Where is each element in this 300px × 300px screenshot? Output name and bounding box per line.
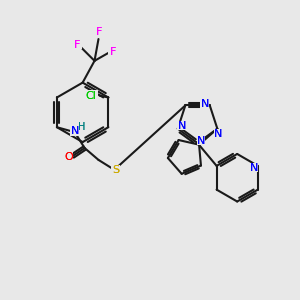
Bar [214,129,223,138]
Text: N: N [178,121,186,131]
Bar [111,165,120,174]
Text: N: N [70,126,79,136]
Text: F: F [96,27,103,37]
Text: N: N [201,99,209,110]
Text: H: H [78,122,85,132]
Text: N: N [197,136,205,146]
Bar [177,121,186,130]
Bar [108,47,118,56]
Text: N: N [201,99,209,110]
Text: H: H [78,122,85,132]
Bar [70,127,79,136]
Bar [72,40,82,50]
Text: N: N [70,126,79,136]
Bar [64,152,73,161]
Text: F: F [110,47,116,57]
Bar [82,90,98,101]
Text: O: O [64,152,73,162]
Text: Cl: Cl [85,91,96,100]
Text: N: N [214,129,223,139]
Text: F: F [74,40,80,50]
Text: F: F [96,27,103,37]
Bar [200,100,209,109]
Text: N: N [178,121,186,131]
Text: Cl: Cl [85,91,96,100]
Bar [249,164,258,172]
Text: F: F [110,47,116,57]
Text: S: S [112,165,119,175]
Text: F: F [74,40,80,50]
Text: N: N [250,163,258,173]
Text: N: N [214,129,223,139]
Text: O: O [64,152,73,162]
Bar [78,123,86,131]
Text: N: N [197,136,205,146]
Text: N: N [250,163,258,173]
Bar [196,136,206,145]
Bar [94,28,104,37]
Text: S: S [112,165,119,175]
